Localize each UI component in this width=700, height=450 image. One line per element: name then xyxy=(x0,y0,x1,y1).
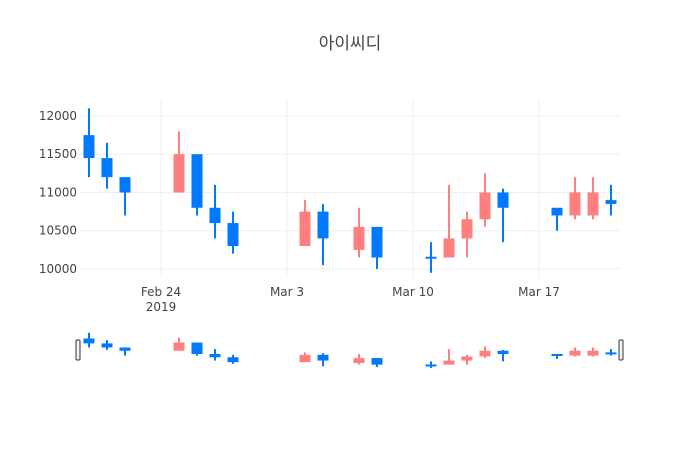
x-tick-year-label: 2019 xyxy=(146,300,177,314)
candle[interactable] xyxy=(101,340,113,350)
candle-body xyxy=(497,350,509,355)
chart-title: 아이씨디 xyxy=(319,34,382,54)
candle-body xyxy=(371,358,383,365)
candle[interactable] xyxy=(173,131,185,193)
candle-body xyxy=(371,226,383,258)
candle-body xyxy=(461,219,473,239)
candle-body xyxy=(425,256,437,259)
candle[interactable] xyxy=(353,207,365,258)
candle-body xyxy=(83,135,95,159)
y-axis: 10000 10500 11000 11500 12000 xyxy=(39,109,77,276)
candle-body xyxy=(119,347,131,351)
x-tick-label: Feb 24 xyxy=(141,285,181,299)
candle[interactable] xyxy=(119,177,131,216)
y-tick-label: 12000 xyxy=(39,109,77,123)
candle[interactable] xyxy=(371,226,383,269)
x-tick-label: Mar 10 xyxy=(392,285,434,299)
y-tick-label: 10000 xyxy=(39,262,77,276)
candle[interactable] xyxy=(425,242,437,273)
candle-body xyxy=(587,192,599,216)
gridlines xyxy=(80,100,620,278)
candle-body xyxy=(461,356,473,361)
candle[interactable] xyxy=(371,358,383,368)
candle[interactable] xyxy=(299,352,311,363)
candle[interactable] xyxy=(443,184,455,258)
candle-body xyxy=(425,364,437,367)
candle[interactable] xyxy=(605,349,617,356)
candle[interactable] xyxy=(425,361,437,368)
candle-body xyxy=(317,354,329,361)
candle[interactable] xyxy=(83,332,95,348)
candle[interactable] xyxy=(119,347,131,356)
candle[interactable] xyxy=(461,354,473,365)
candle[interactable] xyxy=(227,354,239,364)
candle[interactable] xyxy=(605,184,617,216)
candlestick-plot[interactable] xyxy=(83,108,617,273)
candle[interactable] xyxy=(497,188,509,243)
candle[interactable] xyxy=(569,347,581,357)
candle[interactable] xyxy=(479,173,491,227)
range-slider-left-handle[interactable] xyxy=(75,339,81,361)
candle-body xyxy=(227,357,239,363)
candle-body xyxy=(551,207,563,216)
candle[interactable] xyxy=(587,347,599,357)
candle[interactable] xyxy=(317,353,329,367)
y-tick-label: 11000 xyxy=(39,185,77,199)
y-tick-label: 10500 xyxy=(39,224,77,238)
y-tick-label: 11500 xyxy=(39,147,77,161)
candle-body xyxy=(317,211,329,239)
x-tick-label: Mar 17 xyxy=(518,285,560,299)
candle[interactable] xyxy=(191,154,203,216)
candle-body xyxy=(209,207,221,224)
candle-body xyxy=(227,223,239,247)
candle[interactable] xyxy=(227,211,239,254)
candle[interactable] xyxy=(479,346,491,359)
candle-body xyxy=(119,177,131,193)
candle[interactable] xyxy=(497,349,509,362)
candle-body xyxy=(569,192,581,216)
candle-body xyxy=(173,154,185,193)
candle-body xyxy=(443,238,455,258)
candle-body xyxy=(605,200,617,204)
candle[interactable] xyxy=(587,177,599,220)
candle-body xyxy=(101,343,113,348)
candle[interactable] xyxy=(317,203,329,266)
candle[interactable] xyxy=(461,211,473,258)
candle[interactable] xyxy=(209,349,221,361)
candle-body xyxy=(479,350,491,357)
candle[interactable] xyxy=(353,354,365,365)
x-tick-label: Mar 3 xyxy=(270,285,304,299)
candle-body xyxy=(443,360,455,365)
candle-body xyxy=(299,354,311,363)
candle-body xyxy=(191,342,203,355)
candle[interactable] xyxy=(551,354,563,359)
candle-body xyxy=(587,350,599,356)
candle-body xyxy=(353,358,365,363)
candle-body xyxy=(605,352,617,355)
candle-body xyxy=(479,192,491,220)
candle[interactable] xyxy=(101,142,113,189)
candle-body xyxy=(569,350,581,356)
range-slider-right-handle[interactable] xyxy=(618,339,624,361)
candle-body xyxy=(497,192,509,208)
candle-body xyxy=(83,338,95,344)
candle-body xyxy=(101,158,113,178)
candle[interactable] xyxy=(569,177,581,220)
candle-body xyxy=(191,154,203,208)
candle-body xyxy=(353,226,365,250)
candle-body xyxy=(173,342,185,351)
candle-body xyxy=(209,354,221,358)
range-slider[interactable] xyxy=(75,332,624,368)
candle-body xyxy=(299,211,311,247)
candle[interactable] xyxy=(209,184,221,239)
candle[interactable] xyxy=(443,349,455,365)
candle-body xyxy=(551,354,563,357)
candle[interactable] xyxy=(173,337,185,351)
candle[interactable] xyxy=(299,200,311,247)
candle[interactable] xyxy=(551,207,563,231)
candle[interactable] xyxy=(83,108,95,178)
candle[interactable] xyxy=(191,342,203,356)
